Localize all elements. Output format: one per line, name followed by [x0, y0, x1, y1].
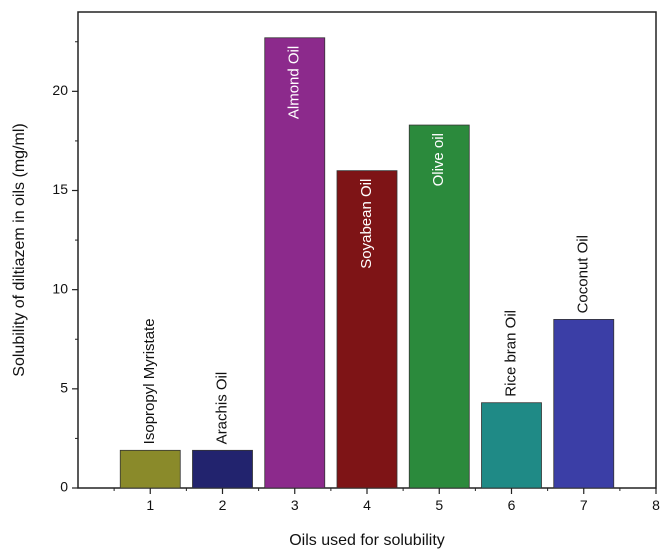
x-tick-label-1: 1: [146, 497, 154, 513]
x-tick-label-4: 4: [363, 497, 371, 513]
x-tick-label-5: 5: [435, 497, 443, 513]
bar-label-3: Almond Oil: [286, 46, 303, 119]
y-tick-label-20: 20: [52, 82, 68, 98]
x-tick-label-7: 7: [580, 497, 588, 513]
x-tick-label-8: 8: [652, 497, 660, 513]
x-ticks-group: 1 2 3 4 5 6 7 8: [113, 488, 660, 513]
x-axis-label: Oils used for solubility: [289, 532, 445, 549]
y-tick-label-10: 10: [52, 280, 68, 296]
x-tick-label-2: 2: [219, 497, 227, 513]
bar-2: [192, 449, 253, 489]
bar-7: [553, 319, 615, 489]
y-tick-label-15: 15: [52, 181, 68, 197]
y-ticks-group: 0 5 10 15 20: [52, 41, 78, 495]
x-tick-label-3: 3: [291, 497, 299, 513]
bar-label-7: Coconut Oil: [575, 235, 592, 313]
bar-label-1: Isopropyl Myristate: [141, 318, 158, 444]
bar-label-2: Arachis Oil: [213, 372, 230, 445]
bar-label-5: Olive oil: [430, 133, 447, 186]
y-tick-label-5: 5: [60, 380, 68, 396]
bar-1: [119, 449, 181, 489]
bar-labels-group: Isopropyl Myristate Arachis Oil Almond Oil…: [141, 46, 592, 445]
y-axis-label: Solubility of diltiazem in oils (mg/ml): [11, 123, 28, 376]
bar-6: [481, 402, 542, 489]
bar-label-6: Rice bran Oil: [502, 310, 519, 397]
bar-4: [336, 170, 398, 489]
x-tick-label-6: 6: [508, 497, 516, 513]
bar-label-4: Soyabean Oil: [358, 179, 375, 269]
y-tick-label-0: 0: [60, 479, 68, 495]
bar-3: [264, 37, 326, 489]
